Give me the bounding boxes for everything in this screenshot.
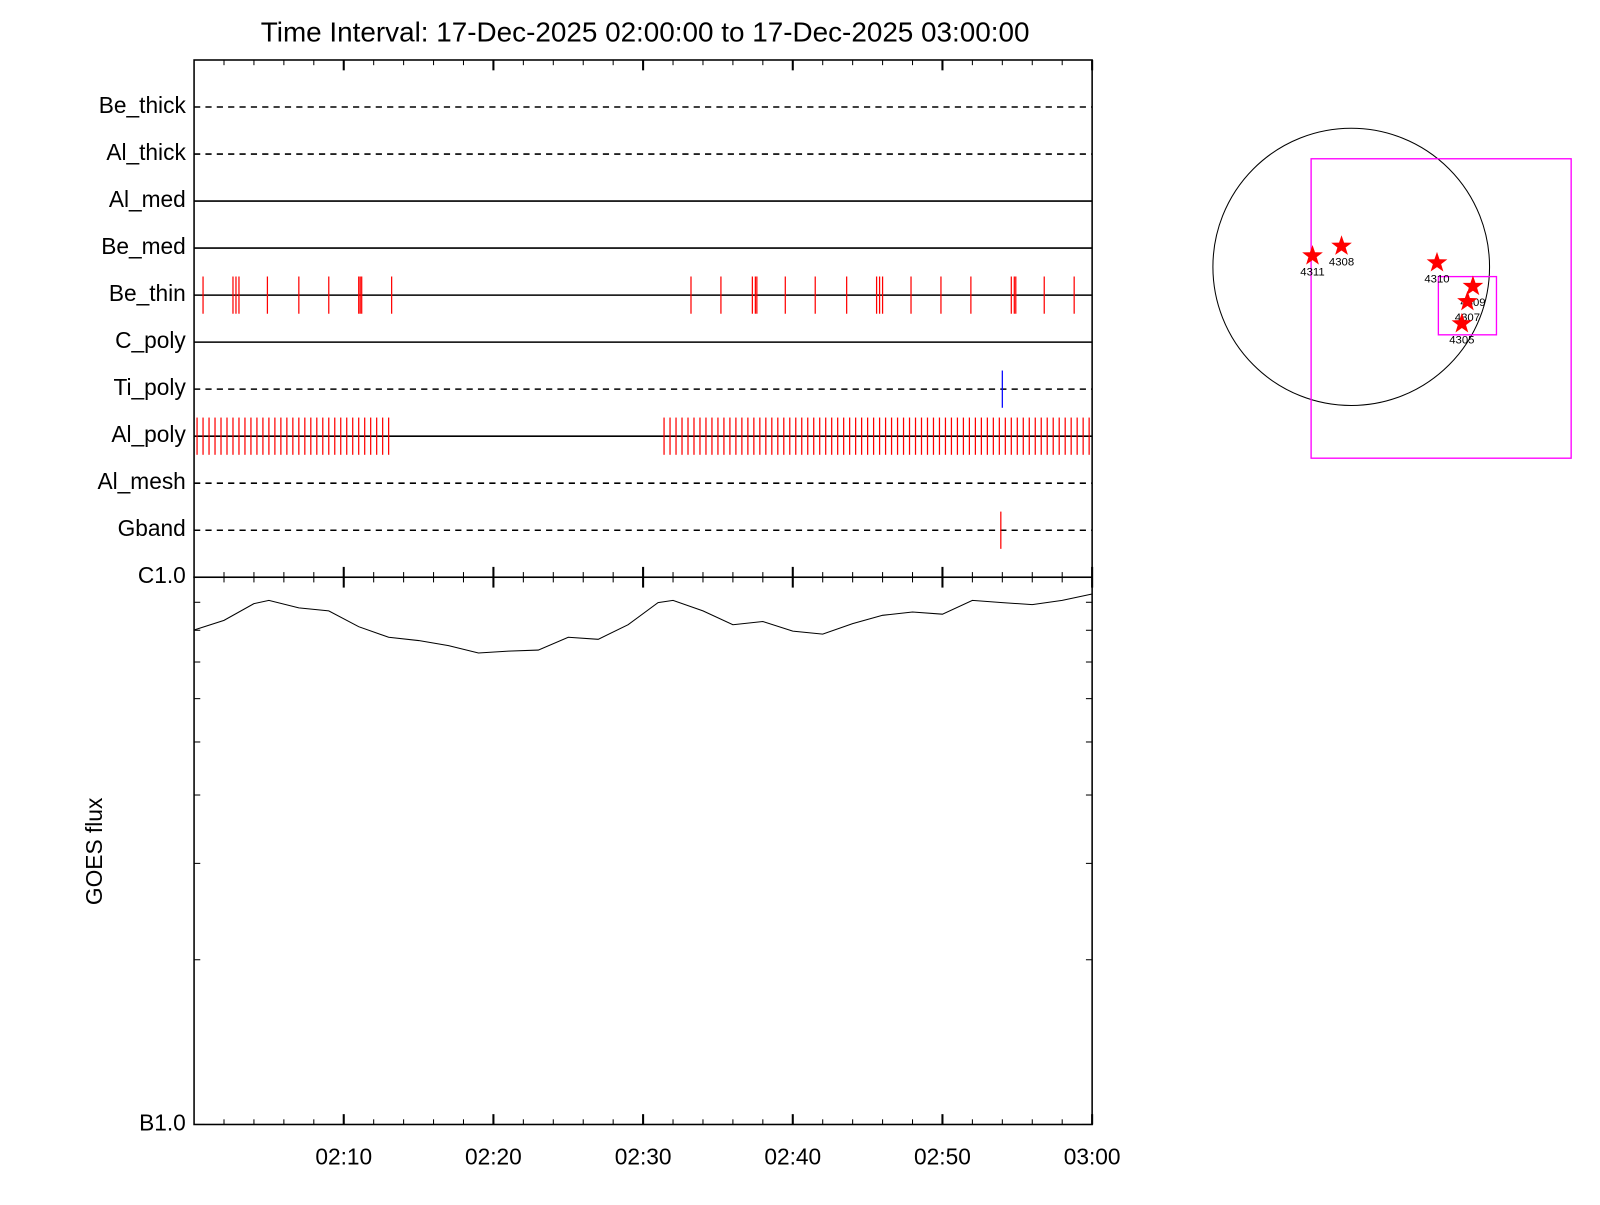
- region-star: [1457, 290, 1478, 311]
- region-star: [1451, 312, 1473, 333]
- x-tick-label: 02:40: [764, 1144, 821, 1170]
- region-star: [1331, 235, 1352, 255]
- row-label: Al_med: [109, 186, 186, 212]
- y-tick-label: C1.0: [138, 562, 186, 588]
- region-label: 4308: [1329, 257, 1354, 269]
- row-label: C_poly: [115, 327, 186, 353]
- y-tick-label: B1.0: [139, 1109, 186, 1135]
- region-label: 4310: [1424, 273, 1449, 285]
- row-label: Al_poly: [111, 421, 186, 447]
- region-star: [1302, 244, 1323, 265]
- row-label: Be_thick: [99, 92, 187, 118]
- fov-box: [1310, 158, 1572, 459]
- fov-box: [1437, 275, 1498, 336]
- row-label: Al_thick: [106, 139, 186, 165]
- x-tick-label: 03:00: [1064, 1144, 1121, 1170]
- region-star: [1462, 275, 1484, 296]
- chart-title: Time Interval: 17-Dec-2025 02:00:00 to 1…: [261, 16, 1030, 47]
- region-star: [1426, 251, 1448, 272]
- row-label: Be_thin: [109, 280, 186, 306]
- row-label: Be_med: [101, 233, 186, 259]
- panel-frame: [193, 576, 1093, 1126]
- x-tick-label: 02:50: [914, 1144, 971, 1170]
- region-label: 4311: [1300, 266, 1324, 278]
- x-tick-label: 02:30: [615, 1144, 672, 1170]
- panel-frame: [193, 59, 1093, 579]
- y-axis-label: GOES flux: [81, 797, 107, 905]
- row-label: Al_mesh: [98, 468, 186, 494]
- row-label: Gband: [118, 515, 186, 541]
- solar-disk: [1212, 127, 1491, 407]
- x-tick-label: 02:20: [465, 1144, 522, 1170]
- flux-line: [193, 593, 1093, 654]
- row-label: Ti_poly: [113, 374, 186, 400]
- x-tick-label: 02:10: [315, 1144, 372, 1170]
- region-label: 4305: [1449, 334, 1474, 346]
